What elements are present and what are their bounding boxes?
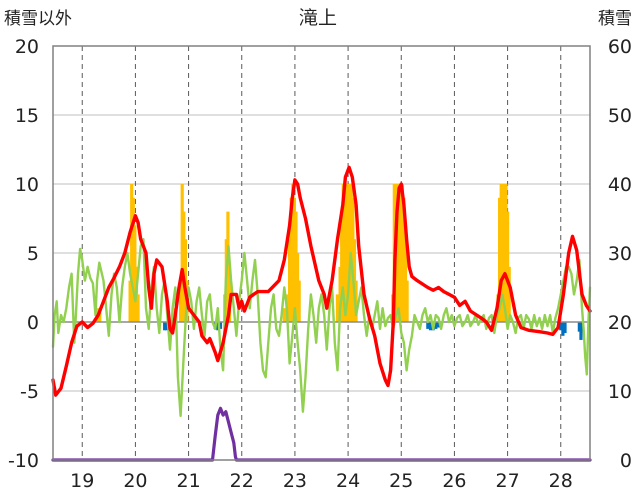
y2-tick-label: 20 (608, 312, 632, 334)
right-axis-label: 積雪 (598, 9, 632, 29)
precip-bar (507, 266, 511, 322)
y-tick-label: -5 (20, 381, 39, 403)
sunshine-bar (426, 322, 430, 329)
y-tick-label: 0 (27, 312, 39, 334)
precip-bar (136, 294, 140, 322)
y2-tick-label: 40 (608, 174, 632, 196)
x-tick-label: 20 (123, 470, 147, 492)
x-tick-label: 23 (283, 470, 307, 492)
x-tick-label: 25 (389, 470, 413, 492)
y2-tick-label: 0 (620, 450, 632, 472)
x-tick-label: 19 (70, 470, 94, 492)
y2-tick-label: 60 (608, 36, 632, 58)
chart-title: 滝上 (299, 7, 337, 29)
snow-depth-line (51, 406, 592, 462)
precip-bar (297, 280, 301, 322)
wind-line (51, 237, 592, 417)
sunshine-bar (559, 322, 563, 331)
x-tick-label: 28 (549, 470, 573, 492)
x-tick-label: 24 (336, 470, 360, 492)
sunshine-bar (164, 322, 168, 331)
right-tick-labels: 0 10 20 30 40 50 60 (608, 36, 632, 472)
plot-frame (52, 45, 591, 461)
precip-bar (405, 280, 409, 322)
sunshine-bar (218, 322, 223, 329)
y2-tick-label: 10 (608, 381, 632, 403)
left-tick-labels: -10 -5 0 5 10 15 20 (8, 36, 39, 472)
sunshine-bar (563, 322, 567, 334)
y-tick-label: -10 (8, 450, 39, 472)
y-tick-label: 10 (15, 174, 39, 196)
x-tick-label: 26 (442, 470, 466, 492)
sunshine-bar (579, 322, 583, 340)
sunshine-bar (434, 322, 438, 329)
temperature-line (51, 165, 592, 397)
y-tick-label: 15 (15, 105, 39, 127)
x-tick-label: 21 (176, 470, 200, 492)
x-tick-label: 22 (230, 470, 254, 492)
x-tick-label: 27 (495, 470, 519, 492)
precip-bar (335, 294, 340, 322)
left-axis-label: 積雪以外 (4, 9, 72, 29)
y2-tick-label: 50 (608, 105, 632, 127)
series-lines (51, 165, 592, 462)
y-tick-label: 5 (27, 243, 39, 265)
sunshine-bar (436, 322, 441, 328)
precip-bar (282, 308, 286, 322)
x-tick-labels: 19 20 21 22 23 24 25 26 27 28 (70, 470, 573, 492)
sunshine-bar (428, 322, 433, 331)
y-tick-label: 20 (15, 36, 39, 58)
sunshine-bar (561, 322, 565, 336)
y2-tick-label: 30 (608, 243, 632, 265)
